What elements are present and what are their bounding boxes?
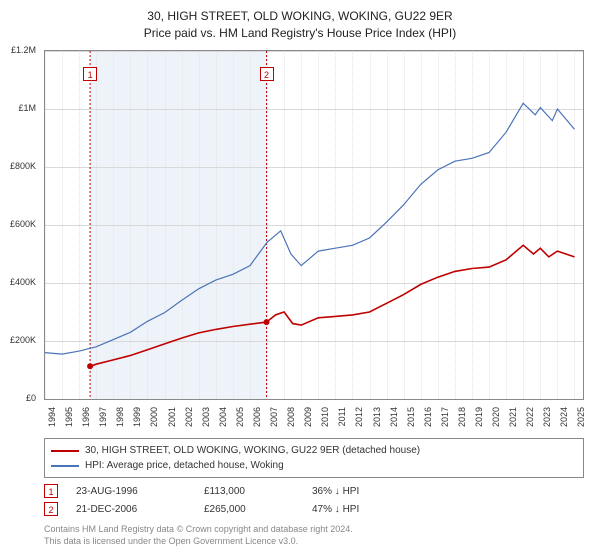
x-tick-label: 2014 xyxy=(389,407,399,427)
legend-swatch-price xyxy=(51,450,79,452)
legend-box: 30, HIGH STREET, OLD WOKING, WOKING, GU2… xyxy=(44,438,584,478)
y-tick-label: £800K xyxy=(0,161,36,171)
footer-block: Contains HM Land Registry data © Crown c… xyxy=(44,524,584,547)
title-block: 30, HIGH STREET, OLD WOKING, WOKING, GU2… xyxy=(0,0,600,42)
x-tick-label: 2001 xyxy=(167,407,177,427)
legend-label-price: 30, HIGH STREET, OLD WOKING, WOKING, GU2… xyxy=(85,443,420,458)
x-tick-label: 2013 xyxy=(372,407,382,427)
event-marker: 1 xyxy=(44,484,58,498)
chart-plot-area: 12 xyxy=(44,50,584,400)
x-tick-label: 1999 xyxy=(132,407,142,427)
footer-line1: Contains HM Land Registry data © Crown c… xyxy=(44,524,584,536)
y-tick-label: £200K xyxy=(0,335,36,345)
x-tick-label: 2023 xyxy=(542,407,552,427)
y-tick-label: £0 xyxy=(0,393,36,403)
x-tick-label: 2021 xyxy=(508,407,518,427)
x-tick-label: 2022 xyxy=(525,407,535,427)
x-tick-label: 2007 xyxy=(269,407,279,427)
chart-marker: 2 xyxy=(260,67,274,81)
y-tick-label: £1M xyxy=(0,103,36,113)
legend-row-price: 30, HIGH STREET, OLD WOKING, WOKING, GU2… xyxy=(51,443,577,458)
x-tick-label: 1998 xyxy=(115,407,125,427)
event-price: £113,000 xyxy=(204,486,294,497)
series-hpi xyxy=(45,103,575,354)
x-tick-label: 1995 xyxy=(64,407,74,427)
x-tick-label: 2025 xyxy=(576,407,586,427)
title-line1: 30, HIGH STREET, OLD WOKING, WOKING, GU2… xyxy=(0,8,600,25)
x-tick-label: 2010 xyxy=(320,407,330,427)
x-tick-label: 2004 xyxy=(218,407,228,427)
y-tick-label: £1.2M xyxy=(0,45,36,55)
x-tick-label: 2024 xyxy=(559,407,569,427)
x-tick-label: 2017 xyxy=(440,407,450,427)
x-tick-label: 2006 xyxy=(252,407,262,427)
x-tick-label: 2002 xyxy=(184,407,194,427)
chart-svg xyxy=(45,51,583,399)
event-date: 23-AUG-1996 xyxy=(76,486,186,497)
x-tick-label: 2005 xyxy=(235,407,245,427)
x-tick-label: 1997 xyxy=(98,407,108,427)
legend-label-hpi: HPI: Average price, detached house, Woki… xyxy=(85,458,284,473)
event-date: 21-DEC-2006 xyxy=(76,504,186,515)
event-row: 2 21-DEC-2006 £265,000 47% ↓ HPI xyxy=(44,502,584,516)
y-tick-label: £400K xyxy=(0,277,36,287)
footer-line2: This data is licensed under the Open Gov… xyxy=(44,536,584,548)
event-table: 1 23-AUG-1996 £113,000 36% ↓ HPI 2 21-DEC-200… xyxy=(44,480,584,516)
x-tick-label: 2016 xyxy=(423,407,433,427)
x-axis-labels: 1994 1995 1996 1997 1998 1999 2000 2001 2002 2003… xyxy=(44,403,584,439)
x-tick-label: 2012 xyxy=(354,407,364,427)
x-tick-label: 2009 xyxy=(303,407,313,427)
legend-swatch-hpi xyxy=(51,465,79,467)
series-price_paid xyxy=(90,245,574,366)
event-pct: 36% ↓ HPI xyxy=(312,486,402,497)
event-price: £265,000 xyxy=(204,504,294,515)
chart-marker: 1 xyxy=(83,67,97,81)
x-tick-label: 1996 xyxy=(81,407,91,427)
title-line2: Price paid vs. HM Land Registry's House … xyxy=(0,25,600,42)
legend-row-hpi: HPI: Average price, detached house, Woki… xyxy=(51,458,577,473)
x-tick-label: 2015 xyxy=(406,407,416,427)
x-tick-label: 2020 xyxy=(491,407,501,427)
x-tick-label: 2008 xyxy=(286,407,296,427)
event-pct: 47% ↓ HPI xyxy=(312,504,402,515)
x-tick-label: 2018 xyxy=(457,407,467,427)
x-tick-label: 1994 xyxy=(47,407,57,427)
event-row: 1 23-AUG-1996 £113,000 36% ↓ HPI xyxy=(44,484,584,498)
x-tick-label: 2003 xyxy=(201,407,211,427)
x-tick-label: 2000 xyxy=(149,407,159,427)
y-tick-label: £600K xyxy=(0,219,36,229)
x-tick-label: 2011 xyxy=(337,407,347,426)
x-tick-label: 2019 xyxy=(474,407,484,427)
y-axis-labels: £0£200K£400K£600K£800K£1M£1.2M xyxy=(0,50,40,400)
event-marker: 2 xyxy=(44,502,58,516)
